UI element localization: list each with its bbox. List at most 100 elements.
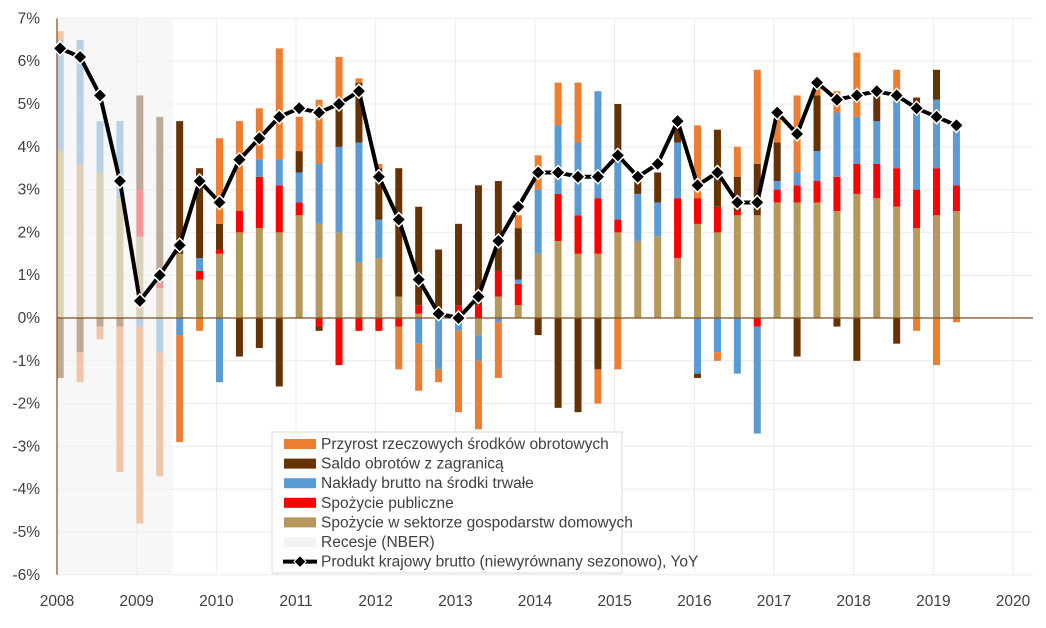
bar-segment-series-2	[773, 181, 781, 190]
bar-segment-series-2	[534, 189, 542, 254]
bar-segment-series-3	[315, 326, 323, 331]
bar-segment-series-2	[634, 193, 642, 241]
bar-segment-series-0	[773, 202, 781, 318]
bar-segment-series-3	[893, 318, 901, 344]
bar-segment-series-1	[554, 193, 562, 241]
bar-segment-series-0	[873, 198, 881, 318]
bar-segment-series-0	[514, 305, 522, 318]
bar-segment-series-4	[196, 318, 204, 331]
y-tick-label: 6%	[18, 53, 41, 70]
bar-segment-series-0	[952, 211, 960, 318]
bar-segment-series-3	[933, 69, 941, 100]
bar-segment-series-3	[873, 86, 881, 122]
bar-segment-series-4	[455, 330, 463, 413]
gdp-point	[589, 168, 606, 185]
bar-segment-series-0	[176, 253, 184, 318]
bar-segment-series-2	[176, 318, 184, 336]
bar-segment-series-1	[873, 163, 881, 199]
x-tick-label: 2011	[279, 593, 312, 610]
gdp-point	[271, 108, 288, 125]
y-tick-label: 3%	[18, 182, 41, 199]
bar-segment-series-0	[395, 296, 403, 318]
bar-segment-series-4	[813, 86, 821, 96]
bar-segment-series-1	[674, 198, 682, 259]
bar-segment-series-0	[654, 236, 662, 318]
bar-segment-series-1	[275, 185, 283, 233]
bar-segment-series-2	[494, 318, 502, 323]
gdp-point	[251, 130, 268, 147]
gdp-point	[111, 172, 128, 190]
legend-swatch	[284, 537, 316, 547]
y-tick-label: 1%	[18, 267, 41, 284]
bar-segment-series-1	[952, 185, 960, 211]
gdp-point	[430, 305, 447, 322]
bar-segment-series-4	[694, 125, 702, 199]
bar-segment-series-2	[216, 318, 224, 383]
bar-segment-series-3	[654, 172, 662, 203]
bar-segment-series-3	[375, 168, 383, 220]
bar-segment-series-4	[494, 322, 502, 378]
bar-segment-series-4	[216, 138, 224, 224]
bar-segment-series-3	[235, 318, 243, 357]
bar-segment-series-1	[853, 163, 861, 194]
gdp-point	[390, 211, 407, 228]
bar-segment-series-4	[893, 69, 901, 92]
bar-segment-series-1	[355, 318, 363, 331]
y-tick-label: 2%	[18, 224, 41, 241]
bar-segment-series-4	[594, 369, 602, 404]
bar-segment-series-2	[873, 121, 881, 164]
bar-segment-series-1	[713, 206, 721, 233]
bar-segment-series-4	[315, 99, 323, 164]
gdp-point	[669, 113, 686, 130]
gdp-point	[470, 288, 487, 305]
bar-segment-series-3	[634, 181, 642, 194]
y-tick-label: -6%	[12, 567, 40, 584]
bar-segment-series-0	[216, 253, 224, 318]
bar-segment-series-4	[275, 48, 283, 160]
bar-segment-series-4	[395, 326, 403, 370]
bar-segment-series-0	[255, 228, 263, 318]
bar-segment-series-4	[913, 318, 921, 331]
gdp-point	[291, 100, 308, 117]
bar-segment-series-1	[614, 219, 622, 233]
bar-segment-series-4	[355, 78, 363, 83]
bar-segment-series-2	[474, 335, 482, 361]
bar-segment-series-1	[733, 211, 741, 216]
bar-segment-series-0	[295, 215, 303, 318]
bar-segment-series-3	[833, 318, 841, 327]
bar-segment-series-3	[733, 176, 741, 211]
x-tick-label: 2012	[358, 593, 392, 610]
bar-segment-series-4	[474, 360, 482, 430]
bar-segment-series-2	[853, 116, 861, 164]
bar-segment-series-3	[694, 373, 702, 378]
bar-segment-series-4	[853, 52, 861, 117]
gdp-point	[828, 91, 845, 108]
bar-segment-series-4	[733, 146, 741, 177]
bar-segment-series-0	[315, 223, 323, 318]
bar-segment-series-4	[415, 343, 423, 391]
y-tick-label: 7%	[18, 10, 41, 27]
bar-segment-series-0	[813, 202, 821, 318]
bar-segment-series-0	[375, 258, 383, 318]
bar-segment-series-0	[853, 193, 861, 318]
bar-segment-series-2	[654, 202, 662, 237]
bar-segment-series-1	[295, 202, 303, 216]
bar-segment-series-1	[315, 318, 323, 327]
bar-segment-series-0	[753, 215, 761, 318]
bar-segment-series-2	[415, 318, 423, 344]
gdp-point	[171, 237, 188, 254]
gdp-point	[649, 155, 666, 172]
gdp-line	[59, 46, 958, 320]
bar-segment-series-4	[335, 56, 343, 104]
gdp-point	[629, 168, 646, 185]
legend-label: Spożycie w sektorze gospodarstw domowych	[321, 514, 633, 531]
gdp-point	[709, 164, 726, 181]
bar-segment-series-4	[514, 215, 522, 229]
bar-segment-series-3	[494, 181, 502, 271]
legend-swatch	[284, 439, 316, 449]
x-tick-label: 2020	[996, 593, 1031, 610]
bar-segment-series-3	[753, 163, 761, 216]
gdp-point	[510, 198, 527, 215]
y-tick-label: 5%	[18, 96, 41, 113]
bar-segment-series-2	[295, 172, 303, 203]
